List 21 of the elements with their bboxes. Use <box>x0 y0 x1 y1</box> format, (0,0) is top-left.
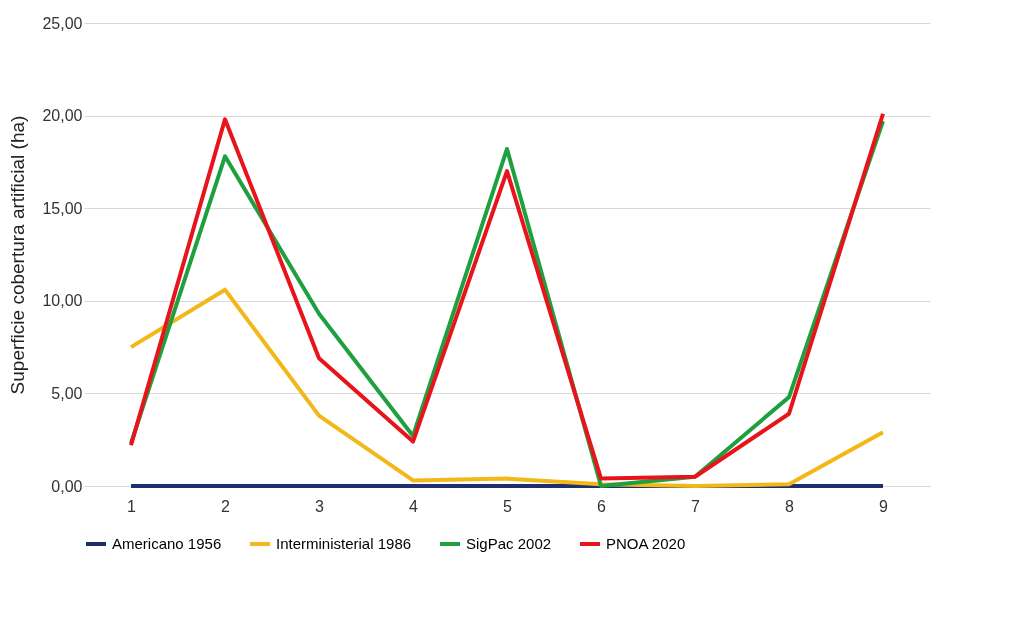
x-tick-label: 6 <box>597 497 607 515</box>
y-axis-title: Superficie cobertura artificial (ha) <box>7 115 29 395</box>
x-tick-label: 2 <box>221 497 231 515</box>
x-tick-label: 9 <box>879 497 889 515</box>
x-tick-label: 3 <box>315 497 325 515</box>
y-tick-label: 25,00 <box>42 14 83 32</box>
legend-label: Americano 1956 <box>112 535 222 552</box>
legend-label: PNOA 2020 <box>606 535 686 552</box>
y-tick-label: 10,00 <box>42 292 83 310</box>
y-tick-label: 20,00 <box>42 107 83 125</box>
line-series <box>129 287 885 488</box>
y-tick-label: 15,00 <box>42 199 83 217</box>
y-tick-label: 5,00 <box>51 384 83 402</box>
y-tick-label: 0,00 <box>51 477 83 495</box>
x-tick-label: 8 <box>785 497 795 515</box>
x-tick-label: 1 <box>127 497 137 515</box>
legend-label: SigPac 2002 <box>466 535 552 552</box>
x-tick-label: 5 <box>503 497 513 515</box>
legend-label: Interministerial 1986 <box>276 535 412 552</box>
x-tick-label: 7 <box>691 497 701 515</box>
x-tick-label: 4 <box>409 497 419 515</box>
